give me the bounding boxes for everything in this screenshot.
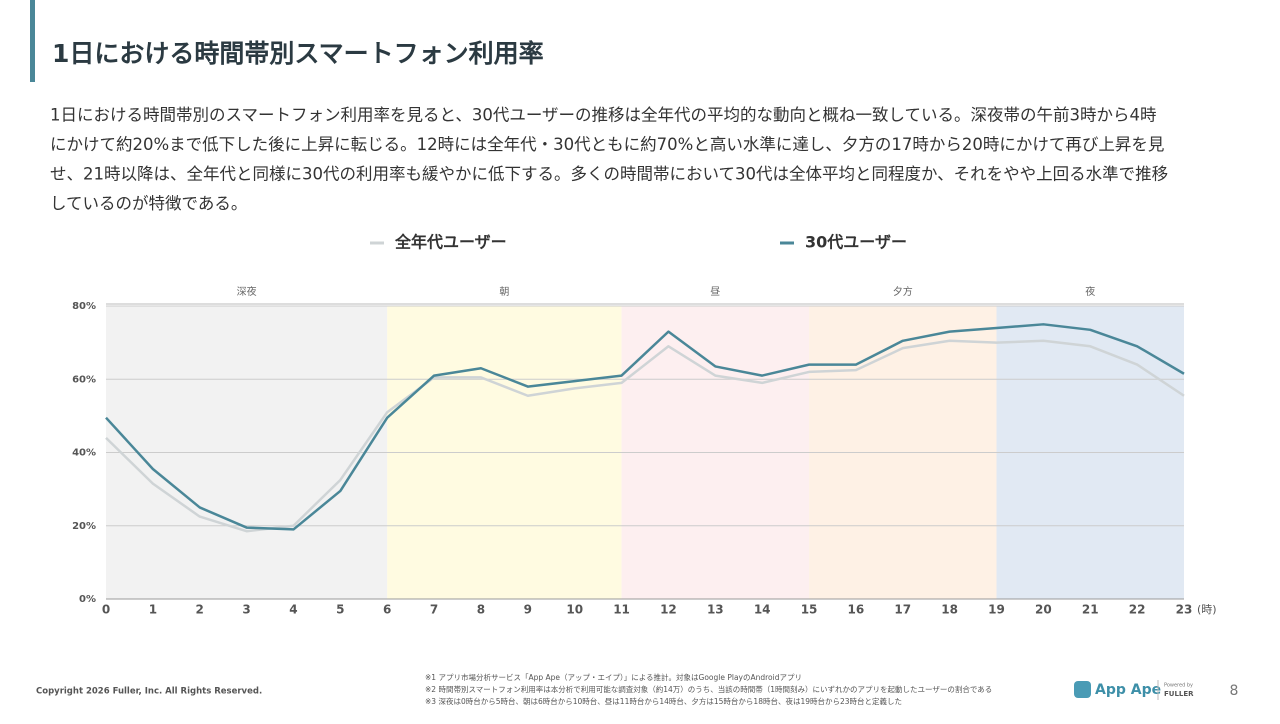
y-tick-label: 20% [72, 521, 96, 532]
x-tick-label: 11 [613, 603, 630, 617]
y-tick-label: 40% [72, 448, 96, 459]
period-label: 深夜 [237, 285, 257, 298]
body-text: にかけて約20%まで低下した後に上昇に転じる。12時には全年代・30代ともに約7… [50, 135, 1164, 154]
x-tick-label: 4 [289, 603, 297, 617]
body-text: せ、21時以降は、全年代と同様に30代の利用率も緩やかに低下する。多くの時間帯に… [50, 165, 1168, 184]
y-tick-label: 60% [72, 374, 96, 385]
x-tick-label: 18 [941, 603, 958, 617]
x-tick-label: 1 [149, 603, 157, 617]
x-tick-label: 2 [196, 603, 204, 617]
note: ※3 深夜は0時台から5時台、朝は6時台から10時台、昼は11時台から14時台、… [425, 696, 902, 706]
legend-label: 全年代ユーザー [394, 233, 507, 252]
x-tick-label: 16 [848, 603, 865, 617]
copyright: Copyright 2026 Fuller, Inc. All Rights R… [36, 687, 262, 697]
series-line [105, 323, 1185, 531]
y-tick-label: 80% [72, 301, 96, 312]
company: FULLER [1164, 690, 1194, 698]
x-tick-label: 6 [383, 603, 391, 617]
x-tick-label: 0 [102, 603, 110, 617]
period-label: 夕方 [893, 285, 913, 298]
x-tick-label: 12 [660, 603, 677, 617]
legend-label: 30代ユーザー [805, 233, 907, 252]
slide-title: 1日における時間帯別スマートフォン利用率 [52, 39, 544, 68]
x-tick-label: 5 [336, 603, 344, 617]
x-tick-label: 23 [1176, 603, 1193, 617]
x-tick-label: 17 [894, 603, 911, 617]
body-text: しているのが特徴である。 [50, 194, 247, 213]
x-tick-label: 7 [430, 603, 438, 617]
x-tick-label: 21 [1082, 603, 1099, 617]
x-tick-label: 13 [707, 603, 724, 617]
x-tick-label: 14 [754, 603, 771, 617]
title-bar [30, 0, 35, 82]
note: ※2 時間帯別スマートフォン利用率は本分析で利用可能な調査対象（約14万）のうち… [425, 684, 992, 694]
powered-by: Powered by [1164, 683, 1193, 689]
x-tick-label: 9 [524, 603, 532, 617]
x-tick-label: 3 [242, 603, 250, 617]
logo: App Ape [1095, 682, 1161, 698]
note: ※1 アプリ市場分析サービス「App Ape（アップ・エイプ）」による推計。対象… [425, 672, 802, 682]
period-label: 朝 [499, 286, 509, 298]
x-tick-label: 15 [801, 603, 818, 617]
body-text: 1日における時間帯別のスマートフォン利用率を見ると、30代ユーザーの推移は全年代… [50, 106, 1157, 125]
x-tick-label: 20 [1035, 603, 1052, 617]
logo-icon [1074, 681, 1091, 698]
period-label: 昼 [710, 286, 720, 298]
x-tick-label: 8 [477, 603, 485, 617]
x-tick-label: 10 [566, 603, 583, 617]
x-tick-label: 22 [1129, 603, 1146, 617]
period-label: 夜 [1085, 285, 1095, 298]
page-number: 8 [1230, 683, 1239, 699]
x-tick-label: 19 [988, 603, 1005, 617]
series-line [105, 339, 1185, 533]
x-axis-unit: (時) [1197, 603, 1217, 616]
y-tick-label: 0% [79, 594, 96, 605]
